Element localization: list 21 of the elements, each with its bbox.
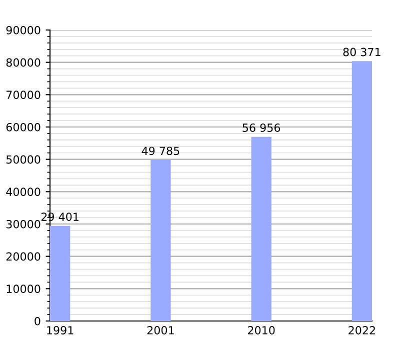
y-tick-label: 60000	[6, 122, 40, 132]
data-label: 49 785	[142, 146, 180, 156]
data-label: 56 956	[242, 124, 280, 132]
y-tick-label: 20000	[6, 252, 40, 261]
data-label: 80 371	[343, 48, 380, 56]
x-tick-label: 2001	[147, 326, 174, 334]
x-tick-label: 2022	[348, 326, 375, 334]
y-tick-label: 30000	[6, 220, 40, 228]
y-tick-label: 40000	[6, 188, 40, 196]
bar	[150, 160, 171, 321]
y-tick-label: 90000	[6, 26, 40, 34]
y-tick-label: 10000	[6, 284, 40, 294]
bar	[251, 136, 272, 321]
y-tick-label: 80000	[6, 58, 40, 67]
y-tick-label: 0	[34, 316, 40, 326]
x-tick-label: 2010	[248, 326, 275, 334]
bar	[50, 226, 70, 321]
bar	[352, 61, 372, 321]
x-tick-label: 1991	[47, 326, 74, 334]
y-tick-label: 70000	[6, 90, 40, 100]
y-tick-label: 50000	[6, 155, 40, 164]
